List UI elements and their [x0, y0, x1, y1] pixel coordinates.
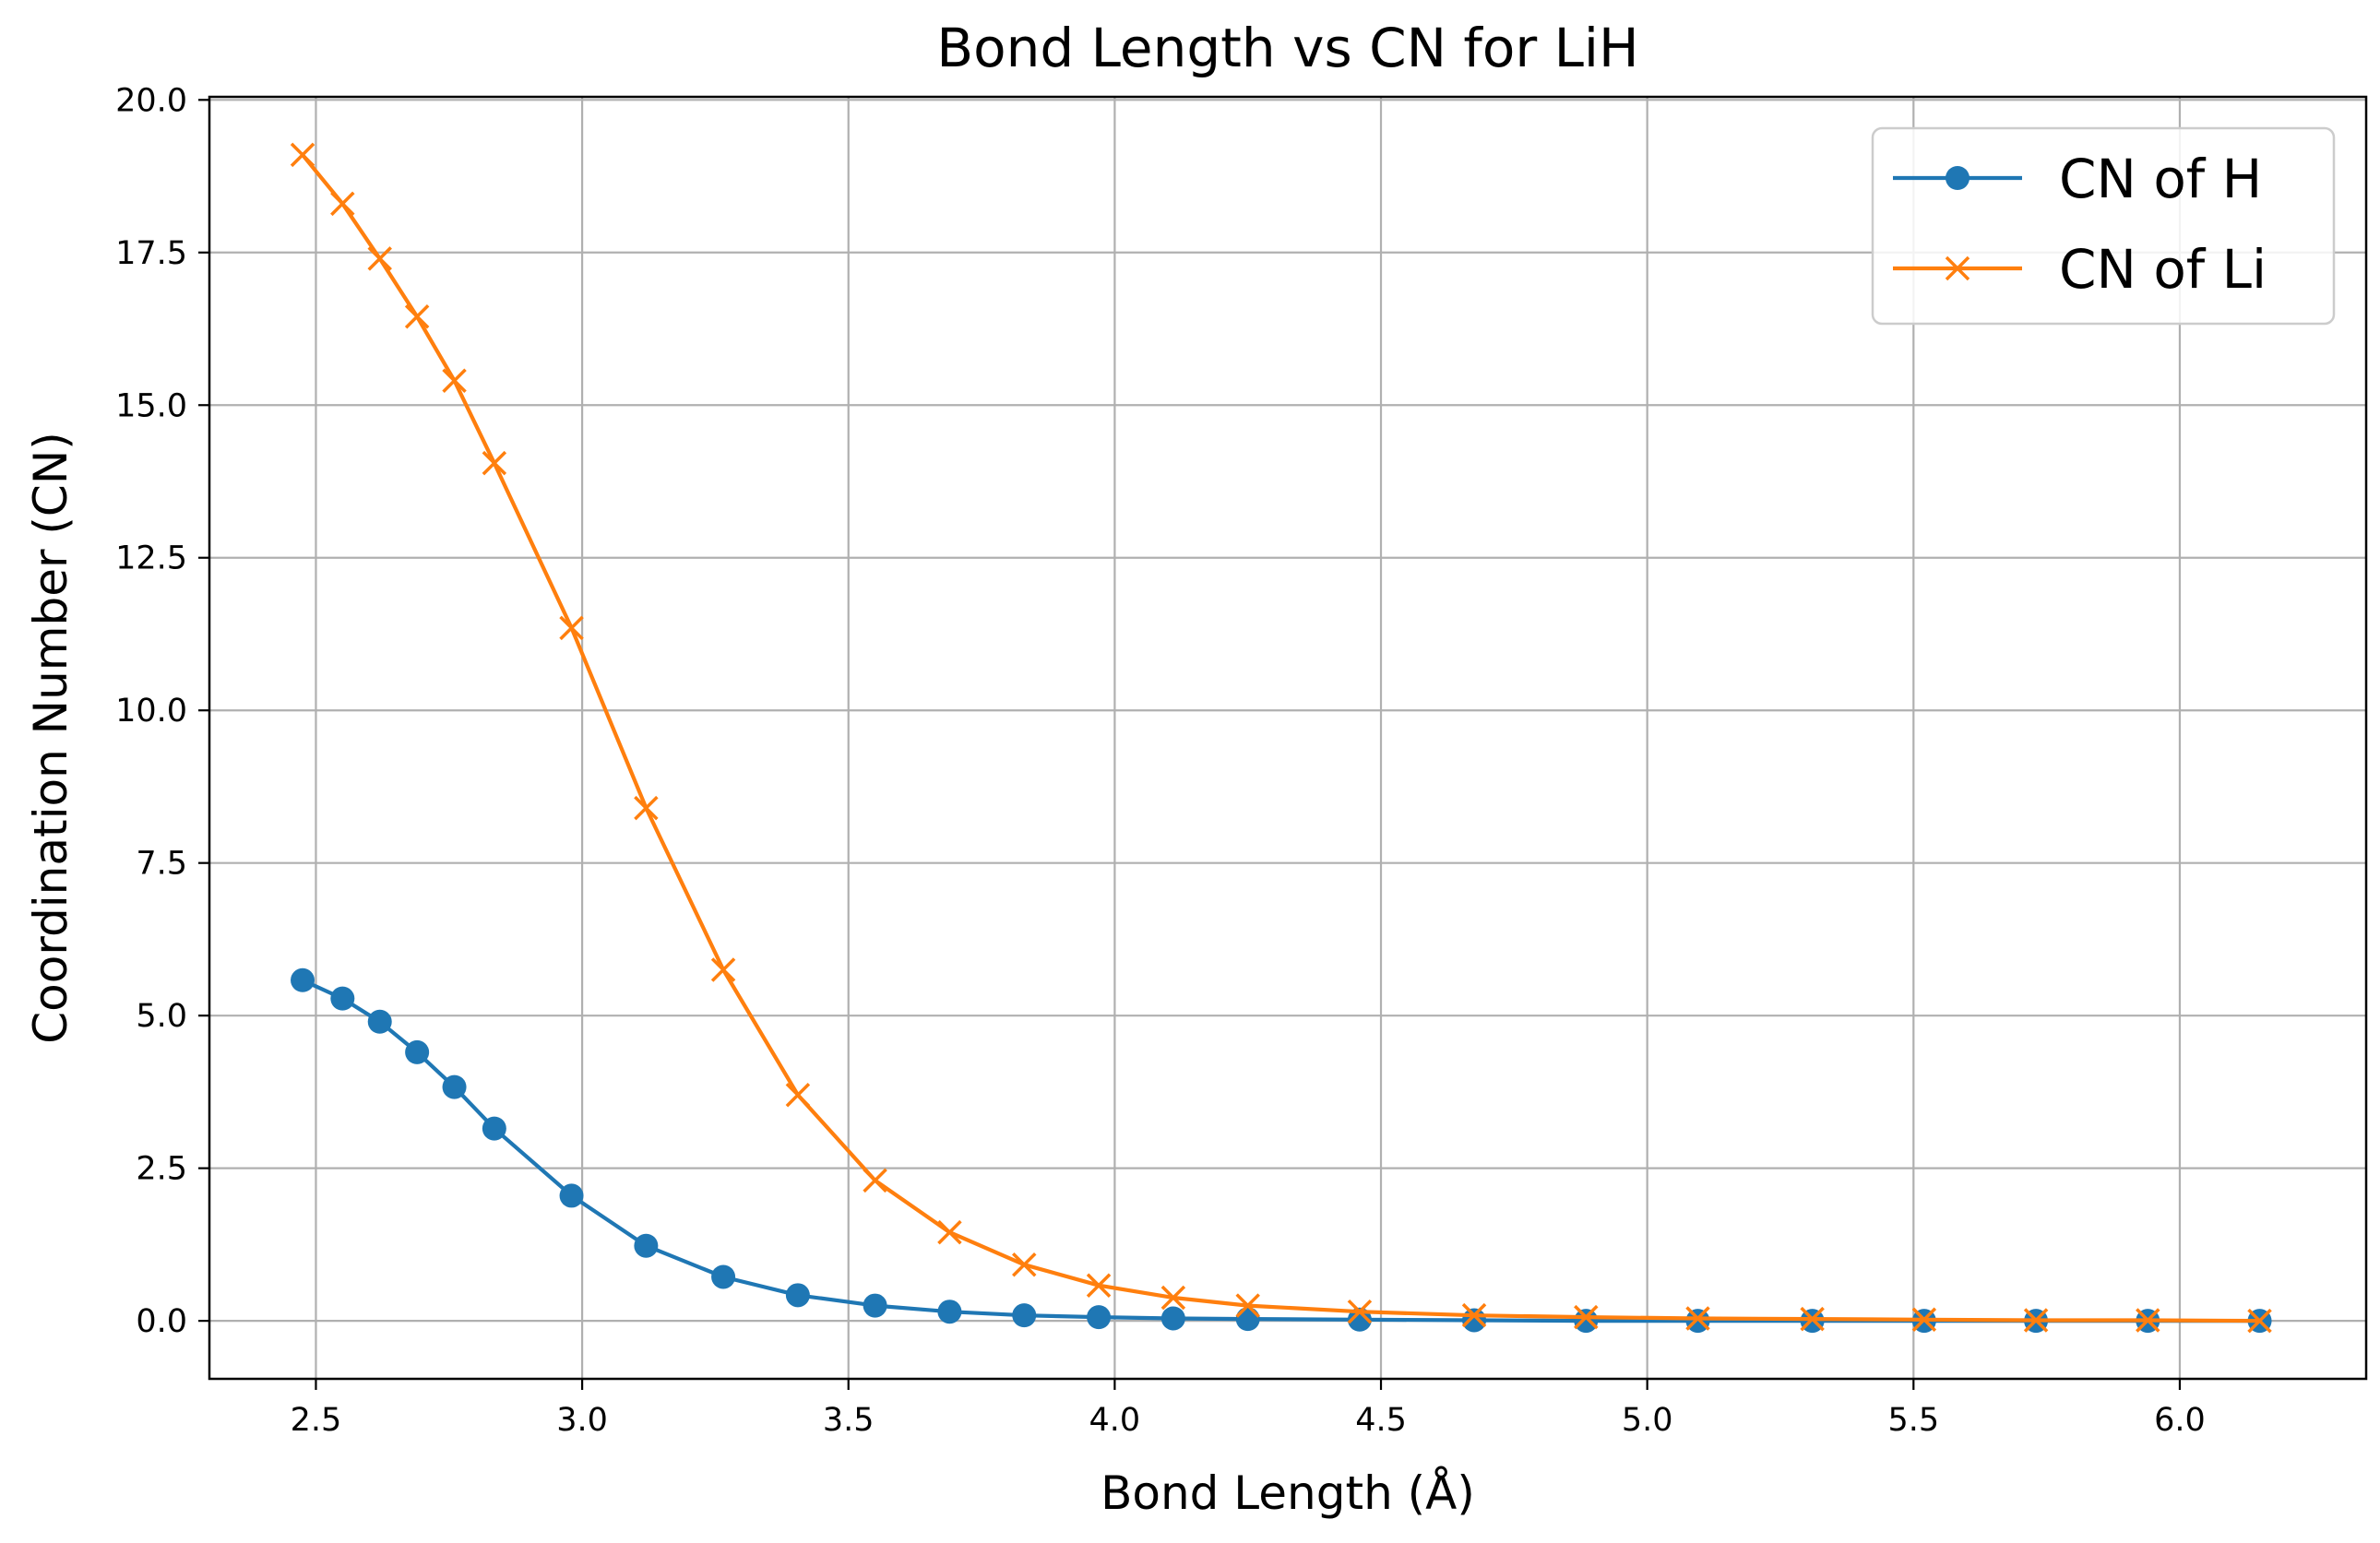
legend-marker: [1946, 166, 1969, 190]
y-tick-label: 17.5: [115, 235, 187, 272]
data-point: [785, 1082, 811, 1108]
data-point: [1012, 1303, 1037, 1328]
y-tick-label: 2.5: [136, 1151, 187, 1188]
data-point: [404, 304, 430, 329]
data-point: [291, 967, 315, 992]
series-cn-of-li: [290, 142, 2272, 1334]
y-tick-label: 10.0: [115, 693, 187, 730]
data-point: [442, 1074, 467, 1099]
legend-label: CN of H: [2059, 148, 2262, 210]
x-tick-label: 4.0: [1089, 1402, 1141, 1439]
data-point: [1685, 1306, 1710, 1331]
y-tick-label: 5.0: [136, 998, 187, 1035]
y-tick-label: 12.5: [115, 540, 187, 577]
data-point: [710, 957, 736, 982]
x-tick-label: 3.0: [556, 1402, 608, 1439]
data-point: [1685, 1309, 1710, 1334]
data-point: [1911, 1307, 1937, 1333]
series-lines: [290, 142, 2272, 1334]
data-point: [2136, 1308, 2160, 1333]
data-point: [1235, 1307, 1260, 1332]
legend-label: CN of Li: [2059, 238, 2267, 301]
x-tick-label: 3.5: [823, 1402, 875, 1439]
y-axis-ticks: 0.0 2.5 5.0 7.5 10.0 12.5 15.0 17.5 20.0: [115, 82, 209, 1340]
data-point: [863, 1168, 887, 1193]
data-point: [1574, 1309, 1599, 1334]
data-point: [863, 1293, 887, 1318]
y-tick-label: 7.5: [136, 846, 187, 883]
data-point: [405, 1039, 430, 1064]
data-point: [482, 1116, 506, 1141]
legend: CN of H CN of Li: [1871, 126, 2336, 326]
y-tick-label: 15.0: [115, 387, 187, 424]
legend-entry: CN of H: [1893, 148, 2262, 210]
x-axis-label: Bond Length (Å): [1101, 1466, 1475, 1520]
data-point: [442, 368, 467, 394]
chart-title: Bond Length vs CN for LiH: [936, 17, 1638, 79]
data-point: [1160, 1285, 1186, 1311]
data-point: [559, 1183, 584, 1208]
legend-marker: [1945, 255, 1970, 281]
data-point: [1012, 1252, 1037, 1277]
data-point: [1574, 1304, 1599, 1330]
data-point: [2247, 1308, 2272, 1334]
data-point: [785, 1283, 810, 1308]
data-point: [1347, 1299, 1373, 1324]
data-point: [1087, 1305, 1112, 1330]
data-point: [937, 1219, 962, 1245]
data-point: [634, 795, 659, 821]
x-tick-label: 4.5: [1355, 1402, 1407, 1439]
x-tick-label: 5.5: [1887, 1402, 1939, 1439]
data-point: [482, 450, 507, 476]
y-tick-label: 20.0: [115, 82, 187, 119]
plot-frame: [208, 95, 2368, 1381]
data-point: [634, 1233, 659, 1258]
data-point: [1462, 1308, 1487, 1333]
data-point: [367, 246, 392, 271]
y-tick-label: 0.0: [136, 1303, 187, 1340]
data-point: [1086, 1273, 1112, 1298]
data-point: [711, 1264, 736, 1289]
x-tick-label: 5.0: [1622, 1402, 1673, 1439]
data-point: [330, 191, 355, 217]
data-point: [1235, 1293, 1260, 1318]
data-point: [937, 1300, 962, 1324]
data-point: [290, 142, 315, 168]
data-point: [1800, 1306, 1825, 1332]
data-point: [559, 615, 584, 641]
x-axis-ticks: 2.5 3.0 3.5 4.0 4.5 5.0 5.5 6.0: [291, 1379, 2206, 1439]
x-tick-label: 2.5: [291, 1402, 342, 1439]
data-point: [2023, 1308, 2049, 1333]
y-axis-label: Coordination Number (CN): [24, 432, 77, 1043]
data-point: [1160, 1306, 1185, 1331]
data-point: [367, 1009, 392, 1034]
data-point: [1461, 1302, 1487, 1328]
data-point: [330, 986, 355, 1011]
x-tick-label: 6.0: [2154, 1402, 2206, 1439]
legend-entry: CN of Li: [1893, 238, 2267, 301]
